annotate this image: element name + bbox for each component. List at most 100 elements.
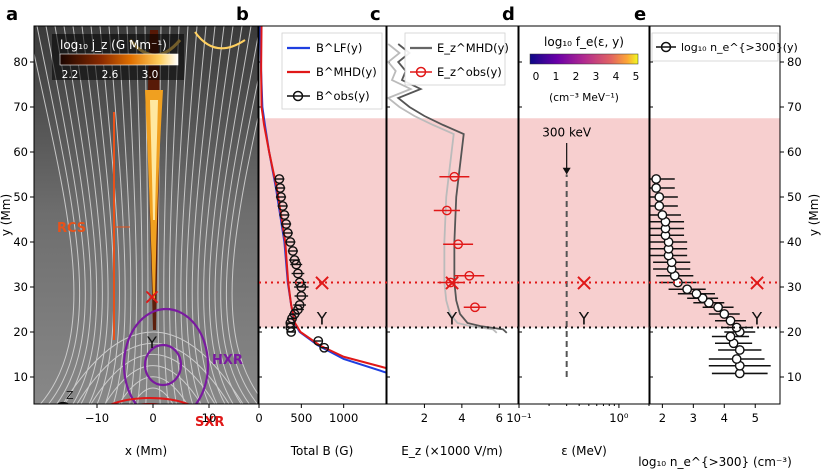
y-marker: Y bbox=[578, 310, 590, 330]
panel-c-xlabel: E_z (×1000 V/m) bbox=[401, 444, 502, 458]
point-e bbox=[654, 201, 665, 211]
y-tick-label-left: 10 bbox=[13, 370, 28, 384]
field-line bbox=[90, 26, 115, 404]
field-line bbox=[45, 26, 86, 404]
panel-d-xlabel: ε (MeV) bbox=[561, 444, 607, 458]
x-marker: × bbox=[312, 269, 332, 297]
panel-d-colorbar-bar bbox=[529, 53, 639, 65]
point-b-obs bbox=[277, 201, 288, 211]
panel-d-colorbar: log₁₀ f_e(ε, y) 0 1 2 3 4 5 (cm⁻³ MeV⁻¹) bbox=[524, 29, 644, 109]
field-line bbox=[225, 77, 258, 404]
point-b-obs bbox=[285, 237, 296, 247]
point-b-obs bbox=[319, 342, 330, 353]
x-marker: × bbox=[747, 269, 767, 297]
colorbar-d-tick-label: 5 bbox=[633, 71, 640, 83]
point-e bbox=[691, 288, 702, 299]
cusp-arc-right bbox=[194, 31, 246, 50]
panel-d-colorbar-units: (cm⁻³ MeV⁻¹) bbox=[549, 92, 619, 104]
point-e bbox=[734, 345, 745, 355]
field-line bbox=[135, 26, 143, 404]
y-tick-label-right: 30 bbox=[787, 280, 802, 294]
field-line bbox=[214, 26, 252, 404]
point-b-obs bbox=[282, 228, 293, 238]
field-line bbox=[108, 26, 126, 404]
panel-a-rcs-label: RCS bbox=[57, 221, 86, 236]
x-tick-label-b: 500 bbox=[290, 411, 312, 425]
point-b-obs bbox=[281, 219, 291, 229]
x-marker: × bbox=[574, 269, 594, 297]
panel-d: 300 keV log₁₀ f_e(ε, y) 0 1 2 3 4 5 (cm⁻³ MeV… bbox=[506, 25, 650, 458]
loop-line bbox=[118, 376, 188, 404]
y-tick-label-right: 50 bbox=[787, 190, 802, 204]
loop-line bbox=[104, 365, 202, 404]
y-tick-label-left: 20 bbox=[13, 325, 28, 339]
panel-d-colorbar-ticks: 0 1 2 3 4 5 bbox=[533, 71, 640, 83]
panel-a-x-axis: −10 0 10 bbox=[85, 404, 216, 425]
panel-a-colorbar-title: log₁₀ j_z (G Mm⁻¹) bbox=[60, 38, 167, 52]
colorbar-d-tick-label: 3 bbox=[593, 71, 600, 83]
series-c-mhd-light bbox=[387, 43, 498, 334]
y-tick-label-left: 80 bbox=[13, 55, 28, 69]
x-tick-label-e: 5 bbox=[752, 411, 759, 425]
panel-c-plot bbox=[387, 43, 508, 334]
panel-c-x-axis: 2 4 6 bbox=[421, 404, 503, 425]
series-b-mhd bbox=[260, 26, 386, 369]
x-tick-label-e: 4 bbox=[721, 411, 728, 425]
panel-a-x-marker: × bbox=[143, 285, 161, 310]
colorbar-d-tick-label: 1 bbox=[553, 71, 560, 83]
x-tick-label-e: 3 bbox=[690, 411, 697, 425]
panel-e-xlabel: log₁₀ n_e^{>300} (cm⁻³) bbox=[638, 455, 792, 469]
x-tick-label-d: 10⁰ bbox=[609, 411, 629, 425]
point-e bbox=[651, 183, 662, 193]
panel-a-sxr-label: SXR bbox=[195, 415, 224, 430]
panel-c: 2 4 6 E_z (×1000 V/m) E_z^MHD(y) E_z^obs(y… bbox=[386, 25, 519, 458]
panel-a-cbar-tick-1: 2.6 bbox=[102, 69, 119, 81]
panel-d-colorbar-box bbox=[524, 29, 644, 109]
legend-lf-label: B^LF(y) bbox=[316, 41, 362, 55]
x-tick-label-a: 10 bbox=[202, 411, 217, 425]
y-marker: Y bbox=[751, 310, 763, 330]
field-line bbox=[72, 26, 103, 404]
panel-e: 2 3 4 5 log₁₀ n_e^{>300} (cm⁻³) log₁₀ n_e^{… bbox=[638, 25, 821, 469]
panel-letter-b: b bbox=[236, 4, 249, 25]
panel-b-band bbox=[259, 118, 386, 328]
panel-d-overlay: 300 keV bbox=[542, 125, 592, 377]
loop-line bbox=[76, 342, 230, 404]
point-e bbox=[657, 210, 668, 220]
panel-d-x-axis: 10⁻¹ 10⁰ bbox=[506, 404, 650, 425]
panel-a-cbar-tick-2: 3.0 bbox=[142, 69, 159, 81]
x-marker: × bbox=[442, 269, 462, 297]
point-e bbox=[725, 331, 736, 342]
field-line bbox=[81, 26, 109, 404]
point-e bbox=[725, 315, 736, 326]
panel-a-y-marker: Y bbox=[146, 333, 157, 352]
loop-line bbox=[90, 354, 216, 404]
point-c-obs bbox=[470, 302, 480, 313]
field-line bbox=[174, 26, 189, 404]
hxr-contour-outer bbox=[122, 307, 210, 404]
panel-e-y-axis-right: 10 20 30 40 50 60 70 80 bbox=[780, 55, 802, 384]
x-tick-label-c: 6 bbox=[496, 411, 503, 425]
x-tick-label-d: 10⁻¹ bbox=[506, 411, 531, 425]
point-b-obs bbox=[274, 174, 285, 184]
x-tick-label-a: −10 bbox=[85, 411, 109, 425]
field-line bbox=[197, 26, 225, 404]
field-lines bbox=[34, 26, 258, 404]
point-c-obs bbox=[464, 270, 475, 281]
panel-e-plot bbox=[650, 174, 771, 379]
point-b-obs bbox=[313, 336, 324, 346]
legend-ezobs-label: E_z^obs(y) bbox=[437, 65, 502, 79]
z-direction-icon bbox=[56, 401, 70, 404]
y-tick-label-right: 20 bbox=[787, 325, 802, 339]
panel-letter-c: c bbox=[370, 4, 381, 25]
point-e bbox=[654, 192, 665, 202]
panel-b-legend: B^LF(y) B^MHD(y) B^obs(y) bbox=[281, 32, 383, 110]
x-tick-label-a: 0 bbox=[149, 411, 156, 425]
current-sheet-core bbox=[150, 100, 158, 220]
panel-e-x-axis: 2 3 4 5 bbox=[659, 404, 759, 425]
y-tick-label-left: 30 bbox=[13, 280, 28, 294]
y-tick-label-left: 50 bbox=[13, 190, 28, 204]
panel-b-x-axis: 0 500 1000 bbox=[255, 404, 358, 425]
point-c-obs bbox=[449, 171, 460, 182]
panel-a-cbar-tick-0: 2.2 bbox=[62, 69, 79, 81]
